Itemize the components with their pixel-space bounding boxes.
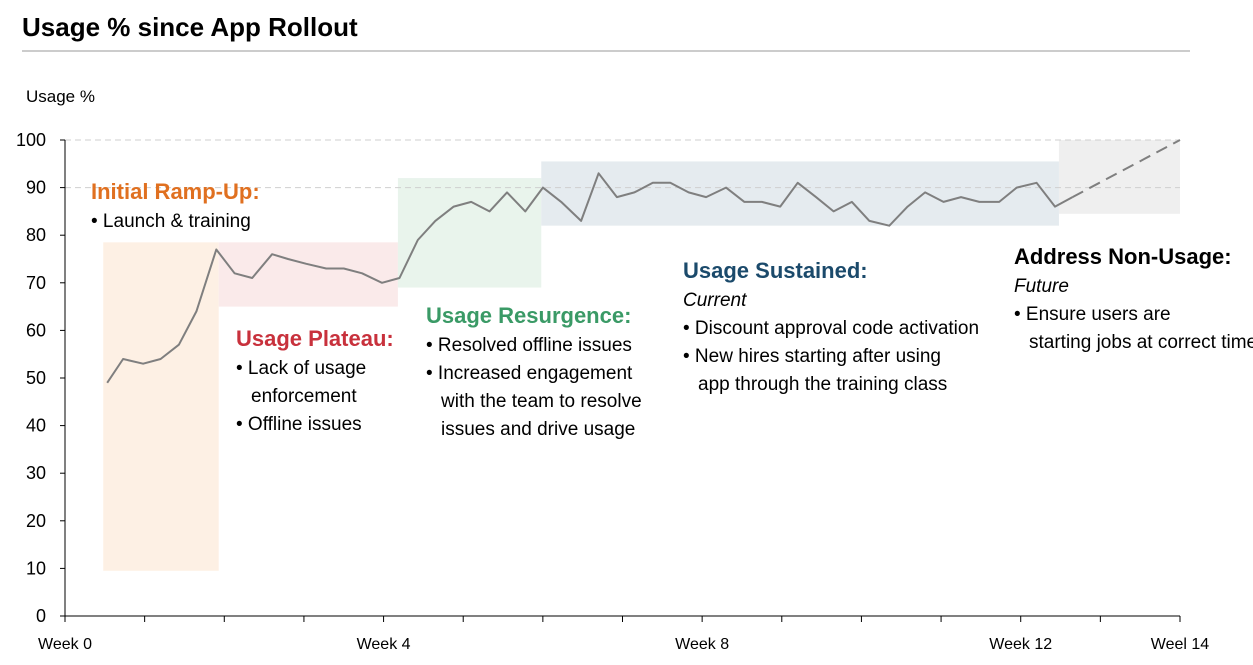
annotation-title: Address Non-Usage: bbox=[1014, 244, 1232, 269]
axes: 0 10 20 30 40 50 60 70 80 90 100 Week 0 Week 4 Week 8… bbox=[16, 130, 1209, 653]
x-tick-label: Weel 14 bbox=[1151, 636, 1210, 653]
x-tick-label: Week 0 bbox=[38, 636, 92, 653]
projection-line bbox=[1072, 139, 1181, 198]
y-tick-label: 60 bbox=[26, 320, 46, 340]
y-tick-label: 10 bbox=[26, 558, 46, 578]
y-axis-label: Usage % bbox=[26, 87, 95, 106]
annotation-bullet: • Resolved offline issues bbox=[426, 335, 632, 356]
annotation-bullet: • Launch & training bbox=[91, 211, 251, 232]
annotation-subtitle: Future bbox=[1014, 276, 1069, 297]
shaded-regions bbox=[103, 140, 1180, 571]
annotation-bullet: • Discount approval code activation bbox=[683, 318, 979, 339]
y-tick-label: 0 bbox=[36, 606, 46, 626]
shaded-region-4 bbox=[541, 161, 1059, 226]
y-tick-label: 30 bbox=[26, 463, 46, 483]
chart-title: Usage % since App Rollout bbox=[22, 12, 358, 42]
annotation-title: Usage Sustained: bbox=[683, 258, 868, 283]
annotation-title: Initial Ramp-Up: bbox=[91, 179, 260, 204]
y-tick-label: 80 bbox=[26, 225, 46, 245]
y-tick-label: 100 bbox=[16, 130, 46, 150]
annotation-title: Usage Plateau: bbox=[236, 326, 394, 351]
annotation-bullet: • Increased engagement with the team to r… bbox=[426, 363, 642, 440]
annotation-bullet: • Lack of usage enforcement bbox=[236, 358, 366, 407]
x-tick-label: Week 8 bbox=[675, 636, 729, 653]
annotation-bullet: • Offline issues bbox=[236, 414, 362, 435]
x-tick-label: Week 12 bbox=[989, 636, 1052, 653]
reference-lines bbox=[65, 139, 1180, 189]
shaded-region-5 bbox=[1058, 140, 1180, 214]
annotation-bullet: • Ensure users are starting jobs at corre… bbox=[1014, 304, 1253, 353]
shaded-region-3 bbox=[397, 178, 542, 288]
x-tick-label: Week 4 bbox=[357, 636, 411, 653]
y-tick-label: 20 bbox=[26, 511, 46, 531]
shaded-region-1 bbox=[103, 242, 219, 571]
y-tick-label: 70 bbox=[26, 273, 46, 293]
annotation-bullet: • New hires starting after using app thro… bbox=[683, 346, 947, 395]
annotation-subtitle: Current bbox=[683, 290, 747, 311]
annotations: Initial Ramp-Up: • Launch & training Usage… bbox=[91, 179, 1253, 440]
y-tick-label: 90 bbox=[26, 178, 46, 198]
y-tick-label: 40 bbox=[26, 416, 46, 436]
annotation-title: Usage Resurgence: bbox=[426, 303, 631, 328]
shaded-region-2 bbox=[218, 242, 398, 307]
usage-line bbox=[106, 172, 1073, 384]
y-tick-label: 50 bbox=[26, 368, 46, 388]
series-group bbox=[106, 139, 1181, 384]
